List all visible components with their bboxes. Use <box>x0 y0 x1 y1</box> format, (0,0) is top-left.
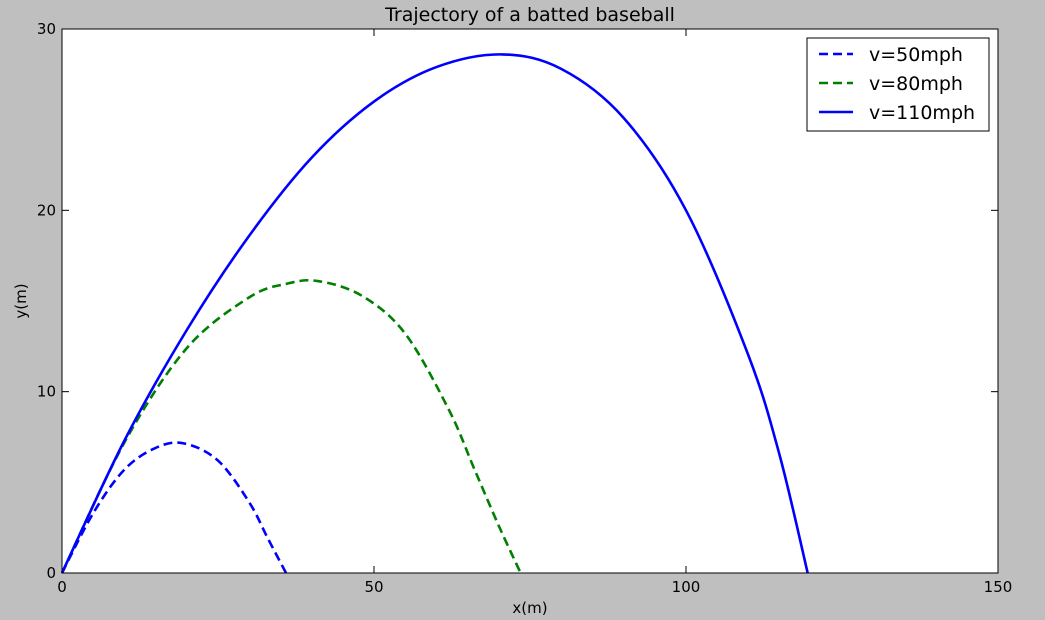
series-layer <box>60 53 809 574</box>
x-tick-label: 100 <box>672 578 701 596</box>
y-tick-label: 30 <box>37 20 56 38</box>
plot-frame <box>61 28 999 574</box>
ticks-layer: 0 50 100 150 0 10 20 30 <box>37 20 1012 596</box>
x-axis-label: x(m) <box>512 599 547 617</box>
x-tick-label: 0 <box>57 578 67 596</box>
y-tick-label: 20 <box>37 201 56 219</box>
series-line-1 <box>60 441 288 574</box>
series-line-3 <box>60 53 809 574</box>
x-tick-label: 50 <box>364 578 383 596</box>
y-tick-label: 0 <box>46 564 56 582</box>
chart-title: Trajectory of a batted baseball <box>384 4 675 26</box>
series-line-2 <box>60 278 522 574</box>
x-tick-label: 150 <box>984 578 1013 596</box>
y-axis-label: y(m) <box>12 283 30 318</box>
y-tick-label: 10 <box>37 383 56 401</box>
legend-entry: v=50mph <box>869 44 963 66</box>
legend: v=50mph v=80mph v=110mph <box>806 37 990 132</box>
legend-entry: v=80mph <box>869 73 963 95</box>
legend-entry: v=110mph <box>869 102 975 124</box>
